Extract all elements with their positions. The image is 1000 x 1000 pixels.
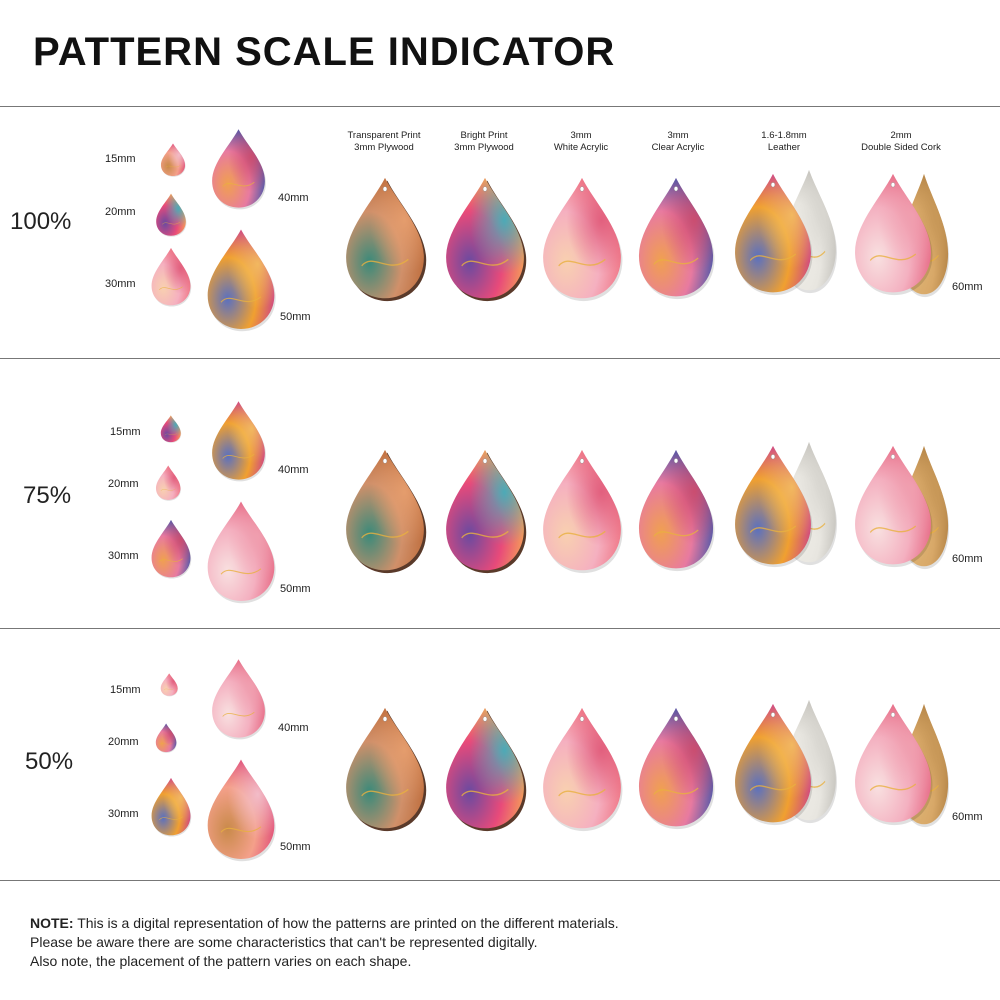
divider [0, 880, 1000, 881]
drop-cork [855, 703, 933, 826]
size-label-15mm: 15mm [105, 153, 136, 165]
material-header-clear-acrylic: 3mm Clear Acrylic [623, 130, 733, 154]
material-line1: Transparent Print [347, 130, 421, 141]
scale-label: 50% [25, 748, 74, 775]
material-line1: 3mm [570, 130, 592, 141]
drop-50mm [207, 759, 276, 862]
size-label-15mm: 15mm [110, 684, 141, 696]
divider [0, 106, 1000, 107]
drop-15mm [160, 415, 182, 443]
material-header-transparent-plywood: Transparent Print 3mm Plywood [329, 130, 439, 154]
drop-20mm [156, 193, 187, 237]
size-label-50mm: 50mm [280, 841, 311, 853]
drop-bright-plywood [446, 449, 527, 574]
size-label-15mm: 15mm [110, 426, 141, 438]
size-label-20mm: 20mm [108, 478, 139, 490]
size-label-50mm: 50mm [280, 311, 311, 323]
size-label-60mm: 60mm [952, 811, 983, 823]
material-header-cork: 2mm Double Sided Cork [846, 130, 956, 154]
drop-30mm [151, 247, 192, 307]
note-line: Please be aware there are some character… [30, 934, 538, 950]
material-line2: White Acrylic [553, 142, 609, 153]
size-label-30mm: 30mm [108, 808, 139, 820]
drop-50mm [207, 501, 276, 604]
drop-leather [735, 445, 813, 568]
material-line2: Leather [767, 142, 801, 153]
drop-white-acrylic [543, 707, 623, 832]
size-label-20mm: 20mm [108, 736, 139, 748]
drop-40mm [212, 659, 266, 740]
drop-30mm [151, 519, 192, 579]
drop-transparent-plywood [346, 449, 427, 574]
drop-clear-acrylic [638, 707, 715, 830]
drop-leather [735, 173, 813, 296]
size-label-50mm: 50mm [280, 583, 311, 595]
material-header-white-acrylic: 3mm White Acrylic [526, 130, 636, 154]
size-label-40mm: 40mm [278, 464, 309, 476]
size-label-60mm: 60mm [952, 553, 983, 565]
divider [0, 358, 1000, 359]
page-title: PATTERN SCALE INDICATOR [33, 30, 616, 74]
drop-transparent-plywood [346, 177, 427, 302]
drop-clear-acrylic [638, 449, 715, 572]
note-label: NOTE: [30, 915, 74, 931]
material-header-leather: 1.6-1.8mm Leather [729, 130, 839, 154]
drop-50mm [207, 229, 276, 332]
size-label-40mm: 40mm [278, 192, 309, 204]
material-line1: 3mm [667, 130, 689, 141]
material-line1: Bright Print [460, 130, 508, 141]
material-line2: 3mm Plywood [354, 142, 414, 153]
drop-cork [855, 445, 933, 568]
size-label-30mm: 30mm [108, 550, 139, 562]
size-label-60mm: 60mm [952, 281, 983, 293]
drop-bright-plywood [446, 707, 527, 832]
size-label-30mm: 30mm [105, 278, 136, 290]
drop-white-acrylic [543, 177, 623, 302]
material-line1: 1.6-1.8mm [761, 130, 807, 141]
divider [0, 628, 1000, 629]
drop-40mm [212, 129, 266, 210]
drop-bright-plywood [446, 177, 527, 302]
note-text: NOTE: This is a digital representation o… [30, 914, 619, 971]
drop-20mm [155, 465, 181, 501]
note-line: This is a digital representation of how … [73, 915, 619, 931]
material-line2: 3mm Plywood [454, 142, 514, 153]
drop-cork [855, 173, 933, 296]
scale-label: 100% [10, 208, 72, 235]
note-line: Also note, the placement of the pattern … [30, 953, 412, 969]
drop-40mm [212, 401, 266, 482]
material-line2: Double Sided Cork [861, 142, 941, 153]
drop-30mm [151, 777, 192, 837]
drop-white-acrylic [543, 449, 623, 574]
drop-20mm [155, 723, 177, 753]
size-label-20mm: 20mm [105, 206, 136, 218]
drop-transparent-plywood [346, 707, 427, 832]
drop-15mm [160, 143, 186, 177]
drop-leather [735, 703, 813, 826]
scale-label: 75% [23, 482, 72, 509]
material-header-bright-plywood: Bright Print 3mm Plywood [429, 130, 539, 154]
size-label-40mm: 40mm [278, 722, 309, 734]
drop-15mm [160, 673, 178, 697]
material-line1: 2mm [890, 130, 912, 141]
drop-clear-acrylic [638, 177, 715, 300]
material-line2: Clear Acrylic [651, 142, 705, 153]
